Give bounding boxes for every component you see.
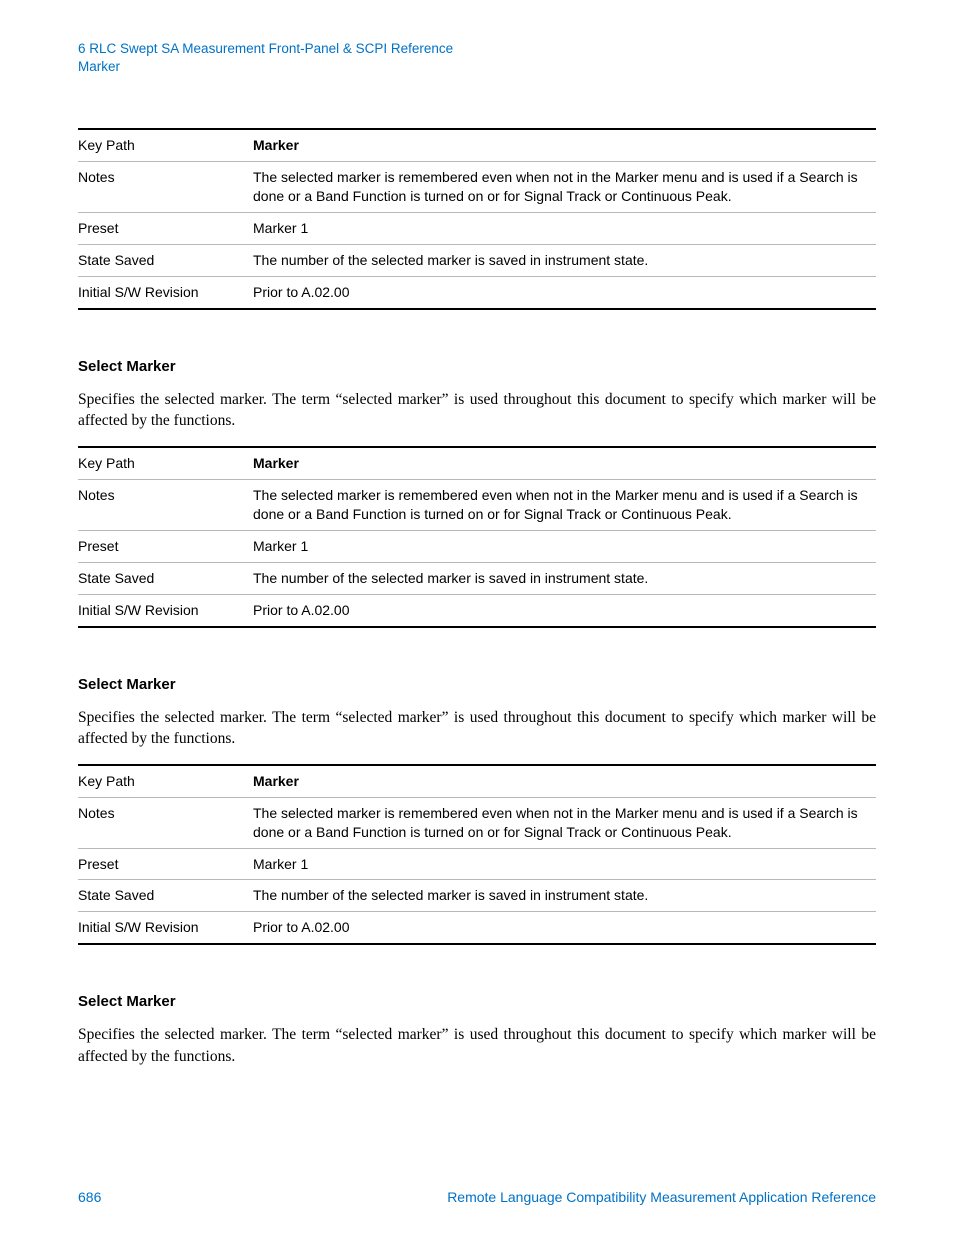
row-value: The selected marker is remembered even w…	[253, 797, 876, 848]
row-value: Prior to A.02.00	[253, 594, 876, 626]
row-value: Marker 1	[253, 530, 876, 562]
row-label: Initial S/W Revision	[78, 912, 253, 944]
section-body: Specifies the selected marker. The term …	[78, 1024, 876, 1067]
row-label: Notes	[78, 797, 253, 848]
row-value: The number of the selected marker is sav…	[253, 245, 876, 277]
section-body: Specifies the selected marker. The term …	[78, 707, 876, 750]
row-label: Initial S/W Revision	[78, 594, 253, 626]
row-value: Prior to A.02.00	[253, 912, 876, 944]
row-label: State Saved	[78, 562, 253, 594]
header-chapter: 6 RLC Swept SA Measurement Front-Panel &…	[78, 40, 876, 58]
page-number: 686	[78, 1189, 101, 1205]
row-value: Prior to A.02.00	[253, 276, 876, 308]
row-value: Marker	[253, 765, 876, 797]
row-label: Preset	[78, 213, 253, 245]
row-value: The number of the selected marker is sav…	[253, 562, 876, 594]
row-label: State Saved	[78, 245, 253, 277]
param-table-2: Key Path Marker Notes The selected marke…	[78, 446, 876, 627]
row-value: Marker	[253, 447, 876, 479]
page-footer: 686 Remote Language Compatibility Measur…	[78, 1189, 876, 1205]
param-table-3: Key Path Marker Notes The selected marke…	[78, 764, 876, 945]
section-heading: Select Marker	[78, 993, 876, 1010]
document-page: 6 RLC Swept SA Measurement Front-Panel &…	[0, 0, 954, 1235]
row-label: Key Path	[78, 765, 253, 797]
section-body: Specifies the selected marker. The term …	[78, 389, 876, 432]
footer-title: Remote Language Compatibility Measuremen…	[447, 1189, 876, 1205]
row-value: The selected marker is remembered even w…	[253, 162, 876, 213]
row-label: Preset	[78, 530, 253, 562]
row-label: State Saved	[78, 880, 253, 912]
row-label: Initial S/W Revision	[78, 276, 253, 308]
row-label: Notes	[78, 162, 253, 213]
row-label: Preset	[78, 848, 253, 880]
row-label: Key Path	[78, 447, 253, 479]
row-value: Marker 1	[253, 213, 876, 245]
row-label: Key Path	[78, 129, 253, 161]
param-table-1: Key Path Marker Notes The selected marke…	[78, 128, 876, 309]
row-value: Marker 1	[253, 848, 876, 880]
row-value: The selected marker is remembered even w…	[253, 480, 876, 531]
section-heading: Select Marker	[78, 676, 876, 693]
row-value: The number of the selected marker is sav…	[253, 880, 876, 912]
section-heading: Select Marker	[78, 358, 876, 375]
row-value: Marker	[253, 129, 876, 161]
header-sub: Marker	[78, 58, 876, 76]
row-label: Notes	[78, 480, 253, 531]
